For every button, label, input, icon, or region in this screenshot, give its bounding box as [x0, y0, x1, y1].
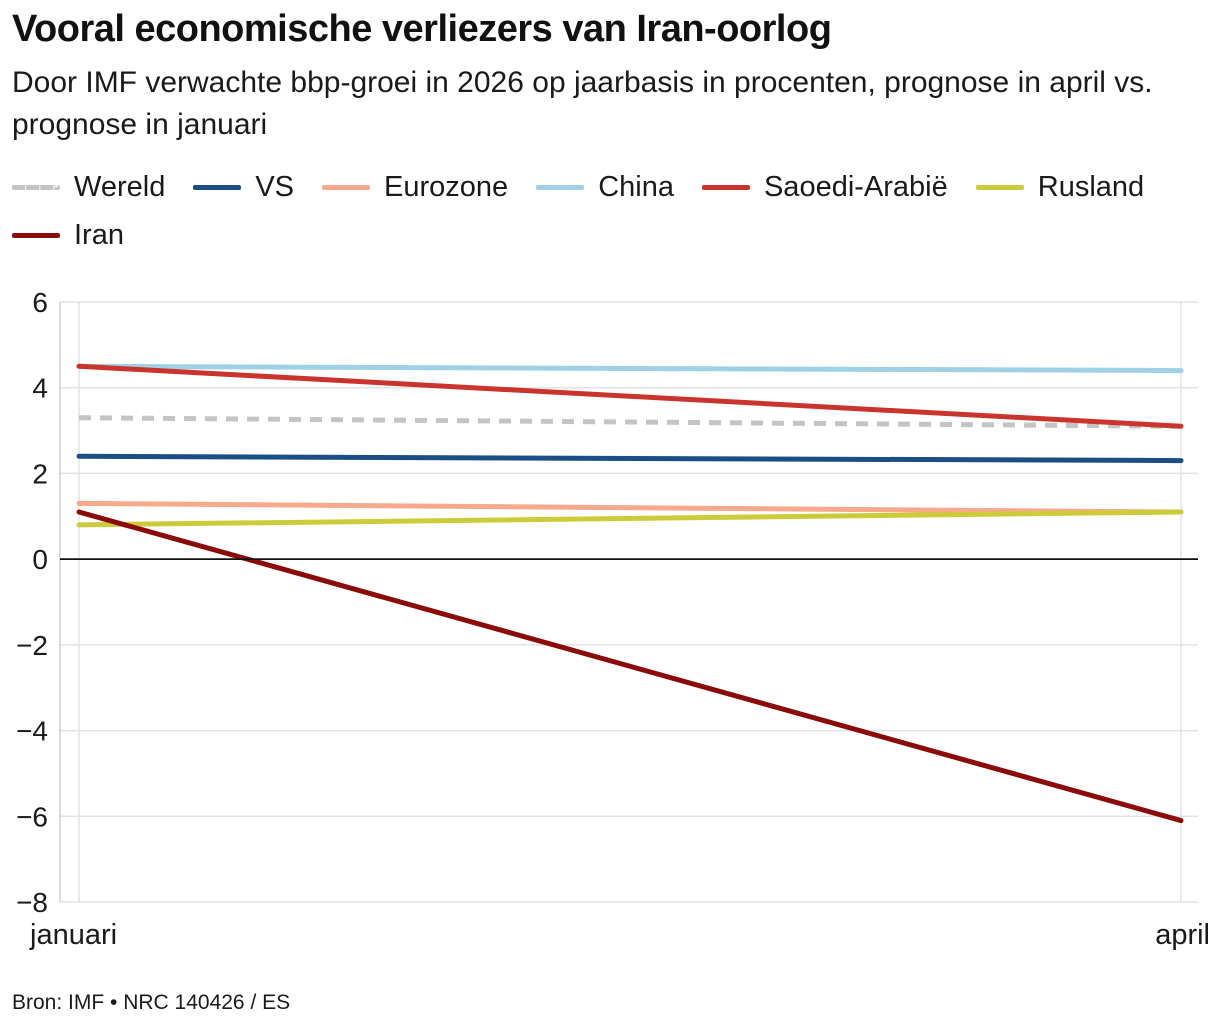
legend-swatch-china — [536, 184, 585, 190]
legend-swatch-wereld — [12, 184, 60, 190]
y-tick-label: −2 — [16, 630, 48, 661]
series-line-saoedi-arabi — [76, 363, 1184, 429]
legend-label-rusland: Rusland — [1037, 170, 1145, 203]
series-line-wereld — [78, 415, 1182, 429]
legend-label-vs: VS — [255, 170, 295, 203]
legend-swatch-eurozone — [322, 184, 371, 190]
chart-legend: Wereld VS Eurozone China Saoedi-Arabië Ruslan… — [12, 170, 1212, 252]
series-line-vs — [76, 453, 1184, 464]
legend-item-china: China — [536, 170, 674, 204]
legend-swatch-iran — [12, 232, 60, 238]
legend-item-saoedi-arabi: Saoedi-Arabië — [701, 170, 948, 204]
series-line-china — [76, 363, 1184, 374]
legend-label-wereld: Wereld — [74, 170, 166, 203]
legend-swatch-saoedi-arabi — [701, 184, 750, 190]
y-tick-label: 6 — [32, 287, 48, 318]
y-tick-label: −8 — [16, 887, 48, 918]
legend-label-eurozone: Eurozone — [384, 170, 509, 203]
x-tick-label: januari — [29, 919, 117, 951]
y-tick-label: 4 — [32, 373, 48, 404]
legend-item-iran: Iran — [12, 218, 124, 252]
legend-label-saoedi-arabi: Saoedi-Arabië — [763, 170, 948, 203]
y-tick-label: −6 — [16, 801, 48, 832]
legend-item-eurozone: Eurozone — [322, 170, 508, 204]
legend-label-iran: Iran — [74, 218, 124, 251]
legend-item-rusland: Rusland — [975, 170, 1145, 204]
x-tick-label: april — [1155, 919, 1210, 951]
legend-item-vs: VS — [193, 170, 294, 204]
series-line-rusland — [76, 509, 1184, 528]
series-line-iran — [76, 509, 1184, 824]
chart-subtitle: Door IMF verwachte bbp-groei in 2026 op … — [12, 66, 1153, 141]
legend-swatch-vs — [193, 184, 242, 190]
chart-title: Vooral economische verliezers van Iran-o… — [12, 8, 832, 50]
y-tick-label: 0 — [32, 544, 48, 575]
y-tick-label: 2 — [32, 458, 48, 489]
legend-item-wereld: Wereld — [12, 170, 165, 204]
series-line-eurozone — [76, 500, 1184, 515]
y-tick-label: −4 — [16, 716, 48, 747]
legend-label-china: China — [598, 170, 674, 203]
legend-swatch-rusland — [975, 184, 1024, 190]
source-note: Bron: IMF • NRC 140426 / ES — [12, 991, 291, 1014]
